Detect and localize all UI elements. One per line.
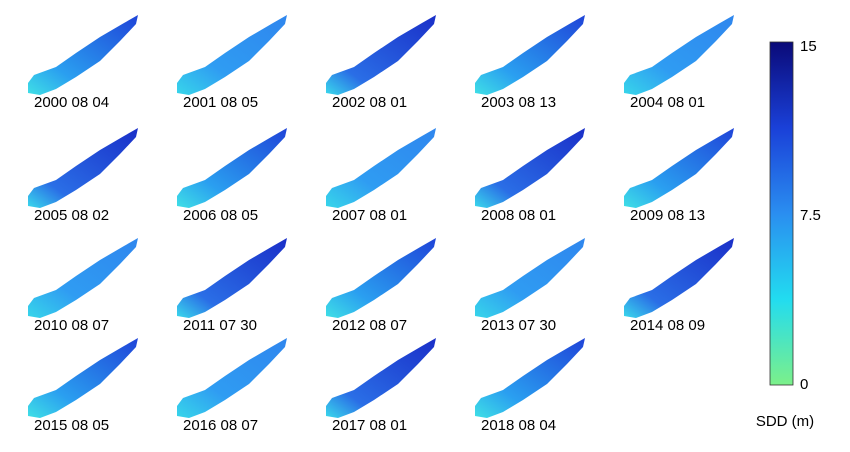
panel-label: 2009 08 13 bbox=[630, 207, 705, 224]
panel-label: 2014 08 09 bbox=[630, 317, 705, 334]
lake-map bbox=[28, 15, 138, 95]
lake-map bbox=[475, 238, 585, 318]
lake-map bbox=[326, 15, 436, 95]
lake-map bbox=[326, 128, 436, 208]
panel-label: 2003 08 13 bbox=[481, 94, 556, 111]
lake-map bbox=[28, 128, 138, 208]
panel-label: 2017 08 01 bbox=[332, 417, 407, 434]
panel-label: 2000 08 04 bbox=[34, 94, 109, 111]
colorbar bbox=[769, 41, 794, 386]
lake-map bbox=[326, 238, 436, 318]
panel-label: 2004 08 01 bbox=[630, 94, 705, 111]
lake-map bbox=[624, 15, 734, 95]
panel-label: 2012 08 07 bbox=[332, 317, 407, 334]
colorbar-tick-label: 15 bbox=[800, 38, 817, 55]
panel-label: 2015 08 05 bbox=[34, 417, 109, 434]
panel-label: 2006 08 05 bbox=[183, 207, 258, 224]
colorbar-label: SDD (m) bbox=[756, 413, 814, 430]
panel-label: 2005 08 02 bbox=[34, 207, 109, 224]
lake-map bbox=[177, 238, 287, 318]
lake-map bbox=[28, 238, 138, 318]
colorbar-tick-label: 7.5 bbox=[800, 207, 821, 224]
panel-label: 2011 07 30 bbox=[183, 317, 257, 334]
lake-map bbox=[177, 338, 287, 418]
panel-label: 2010 08 07 bbox=[34, 317, 109, 334]
panel-label: 2002 08 01 bbox=[332, 94, 407, 111]
panel-label: 2018 08 04 bbox=[481, 417, 556, 434]
lake-map bbox=[624, 238, 734, 318]
panel-label: 2007 08 01 bbox=[332, 207, 407, 224]
panel-label: 2001 08 05 bbox=[183, 94, 258, 111]
lake-map bbox=[326, 338, 436, 418]
lake-map bbox=[28, 338, 138, 418]
lake-map bbox=[624, 128, 734, 208]
colorbar-tick-label: 0 bbox=[800, 376, 808, 393]
panel-label: 2008 08 01 bbox=[481, 207, 556, 224]
lake-map bbox=[475, 338, 585, 418]
lake-map bbox=[475, 15, 585, 95]
panel-label: 2016 08 07 bbox=[183, 417, 258, 434]
lake-map bbox=[475, 128, 585, 208]
panel-label: 2013 07 30 bbox=[481, 317, 556, 334]
lake-map bbox=[177, 128, 287, 208]
lake-map bbox=[177, 15, 287, 95]
